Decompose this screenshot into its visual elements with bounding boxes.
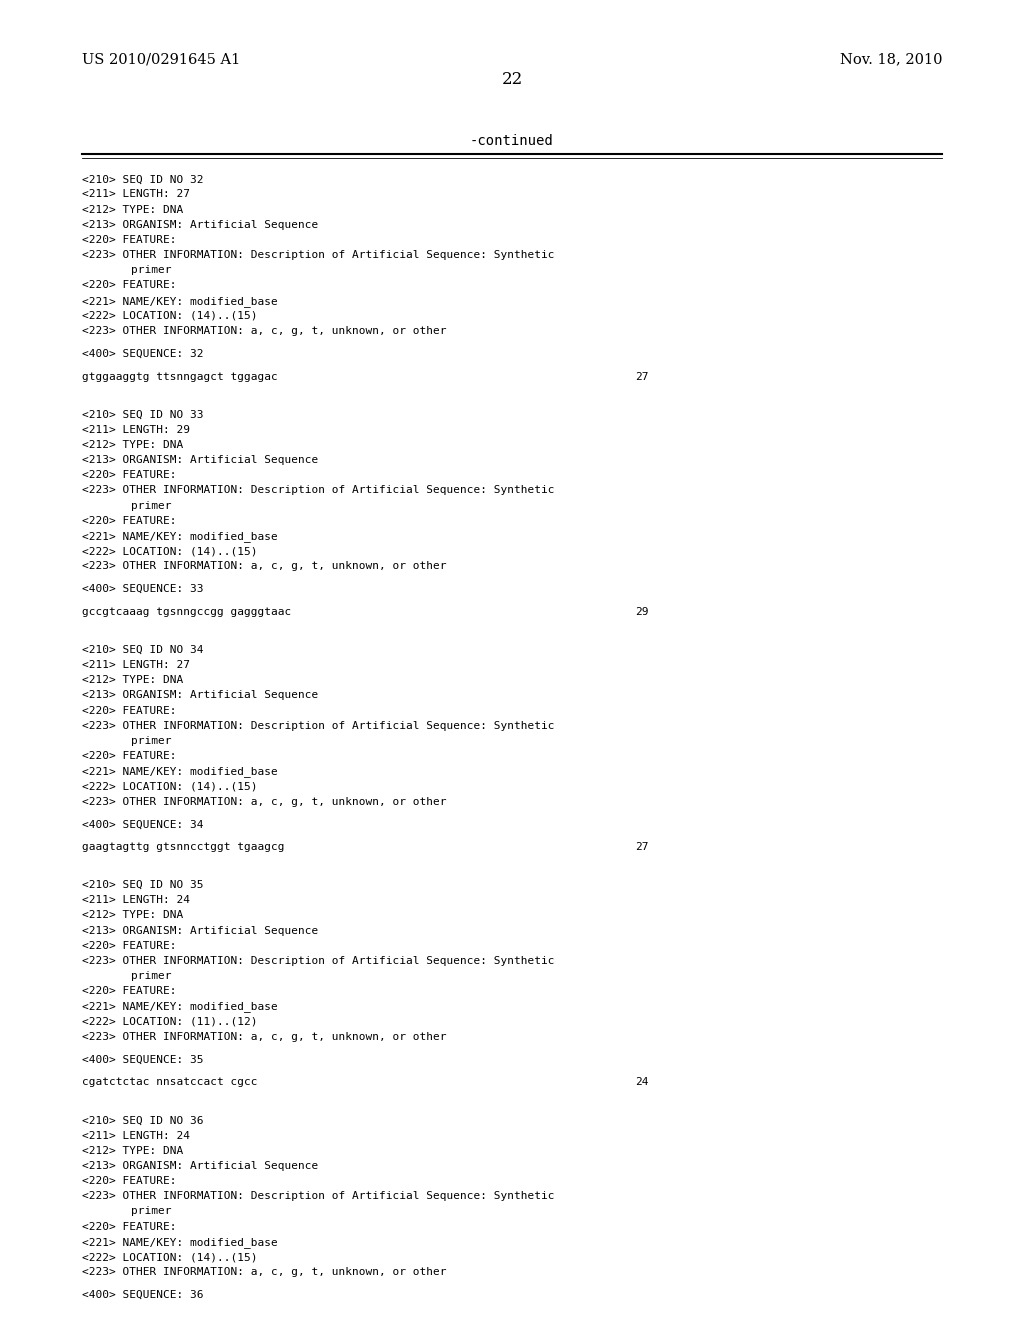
Text: <220> FEATURE:: <220> FEATURE:	[82, 705, 176, 715]
Text: <223> OTHER INFORMATION: Description of Artificial Sequence: Synthetic: <223> OTHER INFORMATION: Description of …	[82, 249, 554, 260]
Text: Nov. 18, 2010: Nov. 18, 2010	[840, 53, 942, 66]
Text: <213> ORGANISM: Artificial Sequence: <213> ORGANISM: Artificial Sequence	[82, 690, 318, 701]
Text: <213> ORGANISM: Artificial Sequence: <213> ORGANISM: Artificial Sequence	[82, 1160, 318, 1171]
Text: <220> FEATURE:: <220> FEATURE:	[82, 986, 176, 997]
Text: gccgtcaaag tgsnngccgg gagggtaac: gccgtcaaag tgsnngccgg gagggtaac	[82, 607, 291, 616]
Text: <220> FEATURE:: <220> FEATURE:	[82, 1176, 176, 1187]
Text: primer: primer	[131, 735, 172, 746]
Text: <221> NAME/KEY: modified_base: <221> NAME/KEY: modified_base	[82, 766, 278, 777]
Text: <400> SEQUENCE: 34: <400> SEQUENCE: 34	[82, 820, 204, 829]
Text: cgatctctac nnsatccact cgcc: cgatctctac nnsatccact cgcc	[82, 1077, 257, 1088]
Text: <221> NAME/KEY: modified_base: <221> NAME/KEY: modified_base	[82, 1002, 278, 1012]
Text: <210> SEQ ID NO 33: <210> SEQ ID NO 33	[82, 409, 204, 420]
Text: gaagtagttg gtsnncctggt tgaagcg: gaagtagttg gtsnncctggt tgaagcg	[82, 842, 285, 853]
Text: <400> SEQUENCE: 32: <400> SEQUENCE: 32	[82, 348, 204, 359]
Text: <223> OTHER INFORMATION: a, c, g, t, unknown, or other: <223> OTHER INFORMATION: a, c, g, t, unk…	[82, 1267, 446, 1278]
Text: <222> LOCATION: (11)..(12): <222> LOCATION: (11)..(12)	[82, 1016, 257, 1027]
Text: <213> ORGANISM: Artificial Sequence: <213> ORGANISM: Artificial Sequence	[82, 219, 318, 230]
Text: US 2010/0291645 A1: US 2010/0291645 A1	[82, 53, 241, 66]
Text: <220> FEATURE:: <220> FEATURE:	[82, 516, 176, 525]
Text: <400> SEQUENCE: 36: <400> SEQUENCE: 36	[82, 1290, 204, 1300]
Text: <210> SEQ ID NO 36: <210> SEQ ID NO 36	[82, 1115, 204, 1126]
Text: <221> NAME/KEY: modified_base: <221> NAME/KEY: modified_base	[82, 296, 278, 306]
Text: 24: 24	[635, 1077, 648, 1088]
Text: <220> FEATURE:: <220> FEATURE:	[82, 941, 176, 950]
Text: <211> LENGTH: 27: <211> LENGTH: 27	[82, 660, 189, 671]
Text: <220> FEATURE:: <220> FEATURE:	[82, 280, 176, 290]
Text: <211> LENGTH: 24: <211> LENGTH: 24	[82, 895, 189, 906]
Text: <211> LENGTH: 24: <211> LENGTH: 24	[82, 1130, 189, 1140]
Text: <212> TYPE: DNA: <212> TYPE: DNA	[82, 440, 183, 450]
Text: -continued: -continued	[470, 135, 554, 148]
Text: gtggaaggtg ttsnngagct tggagac: gtggaaggtg ttsnngagct tggagac	[82, 371, 278, 381]
Text: 29: 29	[635, 607, 648, 616]
Text: <400> SEQUENCE: 33: <400> SEQUENCE: 33	[82, 583, 204, 594]
Text: <400> SEQUENCE: 35: <400> SEQUENCE: 35	[82, 1055, 204, 1065]
Text: <212> TYPE: DNA: <212> TYPE: DNA	[82, 675, 183, 685]
Text: <210> SEQ ID NO 35: <210> SEQ ID NO 35	[82, 880, 204, 890]
Text: <222> LOCATION: (14)..(15): <222> LOCATION: (14)..(15)	[82, 1251, 257, 1262]
Text: <222> LOCATION: (14)..(15): <222> LOCATION: (14)..(15)	[82, 546, 257, 556]
Text: <211> LENGTH: 27: <211> LENGTH: 27	[82, 189, 189, 199]
Text: <212> TYPE: DNA: <212> TYPE: DNA	[82, 1146, 183, 1156]
Text: 27: 27	[635, 371, 648, 381]
Text: <220> FEATURE:: <220> FEATURE:	[82, 470, 176, 480]
Text: <223> OTHER INFORMATION: a, c, g, t, unknown, or other: <223> OTHER INFORMATION: a, c, g, t, unk…	[82, 326, 446, 337]
Text: <223> OTHER INFORMATION: Description of Artificial Sequence: Synthetic: <223> OTHER INFORMATION: Description of …	[82, 721, 554, 731]
Text: <221> NAME/KEY: modified_base: <221> NAME/KEY: modified_base	[82, 1237, 278, 1247]
Text: <220> FEATURE:: <220> FEATURE:	[82, 235, 176, 246]
Text: <212> TYPE: DNA: <212> TYPE: DNA	[82, 911, 183, 920]
Text: <212> TYPE: DNA: <212> TYPE: DNA	[82, 205, 183, 215]
Text: <223> OTHER INFORMATION: Description of Artificial Sequence: Synthetic: <223> OTHER INFORMATION: Description of …	[82, 486, 554, 495]
Text: primer: primer	[131, 1206, 172, 1217]
Text: <220> FEATURE:: <220> FEATURE:	[82, 1221, 176, 1232]
Text: <223> OTHER INFORMATION: a, c, g, t, unknown, or other: <223> OTHER INFORMATION: a, c, g, t, unk…	[82, 1032, 446, 1041]
Text: 22: 22	[502, 71, 522, 87]
Text: <223> OTHER INFORMATION: a, c, g, t, unknown, or other: <223> OTHER INFORMATION: a, c, g, t, unk…	[82, 561, 446, 572]
Text: primer: primer	[131, 265, 172, 276]
Text: <211> LENGTH: 29: <211> LENGTH: 29	[82, 425, 189, 434]
Text: <213> ORGANISM: Artificial Sequence: <213> ORGANISM: Artificial Sequence	[82, 925, 318, 936]
Text: <221> NAME/KEY: modified_base: <221> NAME/KEY: modified_base	[82, 531, 278, 543]
Text: <210> SEQ ID NO 32: <210> SEQ ID NO 32	[82, 174, 204, 185]
Text: <220> FEATURE:: <220> FEATURE:	[82, 751, 176, 762]
Text: <223> OTHER INFORMATION: a, c, g, t, unknown, or other: <223> OTHER INFORMATION: a, c, g, t, unk…	[82, 796, 446, 807]
Text: <223> OTHER INFORMATION: Description of Artificial Sequence: Synthetic: <223> OTHER INFORMATION: Description of …	[82, 956, 554, 966]
Text: 27: 27	[635, 842, 648, 853]
Text: <222> LOCATION: (14)..(15): <222> LOCATION: (14)..(15)	[82, 781, 257, 792]
Text: <222> LOCATION: (14)..(15): <222> LOCATION: (14)..(15)	[82, 310, 257, 321]
Text: <223> OTHER INFORMATION: Description of Artificial Sequence: Synthetic: <223> OTHER INFORMATION: Description of …	[82, 1191, 554, 1201]
Text: <210> SEQ ID NO 34: <210> SEQ ID NO 34	[82, 644, 204, 655]
Text: primer: primer	[131, 500, 172, 511]
Text: primer: primer	[131, 972, 172, 981]
Text: <213> ORGANISM: Artificial Sequence: <213> ORGANISM: Artificial Sequence	[82, 455, 318, 465]
